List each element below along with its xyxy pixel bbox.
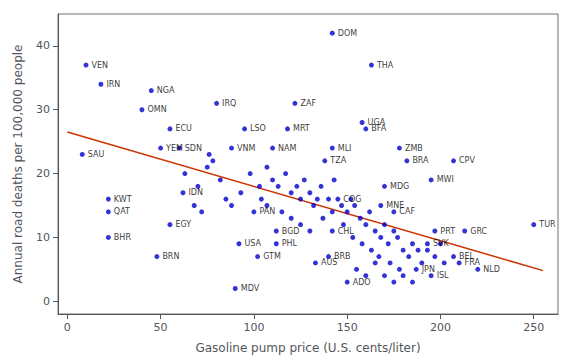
svg-text:DOM: DOM [338,29,357,38]
svg-text:NGA: NGA [157,86,175,95]
svg-text:GTM: GTM [263,252,281,261]
svg-text:PHL: PHL [282,239,298,248]
svg-text:CAF: CAF [399,207,415,216]
svg-text:EGY: EGY [175,220,191,229]
svg-text:BRA: BRA [412,156,429,165]
svg-text:ZMB: ZMB [405,144,423,153]
svg-text:MRT: MRT [293,124,310,133]
svg-text:10: 10 [36,231,50,244]
svg-text:0: 0 [64,321,71,334]
svg-text:TUR: TUR [538,220,556,229]
svg-text:ECU: ECU [175,124,192,133]
svg-text:200: 200 [430,321,451,334]
svg-text:BHR: BHR [114,233,132,242]
svg-text:MWI: MWI [437,175,454,184]
svg-text:Annual road deaths per 100,000: Annual road deaths per 100,000 people [11,45,25,284]
svg-text:AUS: AUS [321,258,337,267]
svg-text:250: 250 [523,321,544,334]
svg-text:150: 150 [337,321,358,334]
svg-text:ISL: ISL [437,271,449,280]
svg-text:OMN: OMN [147,105,166,114]
svg-text:SDN: SDN [185,144,202,153]
svg-text:KWT: KWT [114,195,132,204]
svg-text:SAU: SAU [88,150,105,159]
svg-text:PRT: PRT [440,227,455,236]
svg-text:0: 0 [43,295,50,308]
svg-text:THA: THA [376,61,394,70]
svg-text:FRA: FRA [465,258,481,267]
svg-text:100: 100 [243,321,264,334]
svg-text:30: 30 [36,103,50,116]
svg-text:BFA: BFA [371,124,386,133]
svg-text:LSO: LSO [250,124,266,133]
svg-text:MDV: MDV [241,284,260,293]
svg-text:MDG: MDG [390,182,409,191]
svg-text:COG: COG [343,195,361,204]
svg-text:BGD: BGD [282,227,300,236]
svg-text:NAM: NAM [278,144,296,153]
svg-text:NLD: NLD [483,265,500,274]
svg-text:BRB: BRB [334,252,351,262]
svg-text:YEM: YEM [165,144,183,153]
svg-text:MLI: MLI [338,144,352,153]
svg-text:ZAF: ZAF [300,99,316,108]
svg-text:Gasoline pump price (U.S. cent: Gasoline pump price (U.S. cents/liter) [195,341,420,355]
svg-text:50: 50 [154,321,168,334]
svg-text:SVK: SVK [433,239,450,248]
svg-text:PAN: PAN [259,207,275,216]
svg-text:QAT: QAT [114,207,130,216]
svg-text:BEL: BEL [459,252,474,262]
svg-text:20: 20 [36,167,50,180]
svg-text:ADO: ADO [353,278,371,287]
svg-text:CPV: CPV [459,156,475,165]
svg-text:BRN: BRN [162,252,179,261]
svg-text:IDN: IDN [189,188,204,197]
svg-text:USA: USA [244,239,261,248]
svg-text:UGA: UGA [367,118,386,127]
svg-text:40: 40 [36,39,50,52]
svg-text:JPN: JPN [421,265,435,274]
svg-text:IRQ: IRQ [222,99,236,108]
svg-text:GRC: GRC [470,227,487,236]
svg-text:IRN: IRN [106,80,120,89]
svg-text:CHL: CHL [338,227,355,236]
svg-text:VNM: VNM [237,144,255,153]
svg-text:VEN: VEN [91,61,108,70]
svg-text:TZA: TZA [329,156,346,165]
svg-text:MNE: MNE [386,201,405,210]
